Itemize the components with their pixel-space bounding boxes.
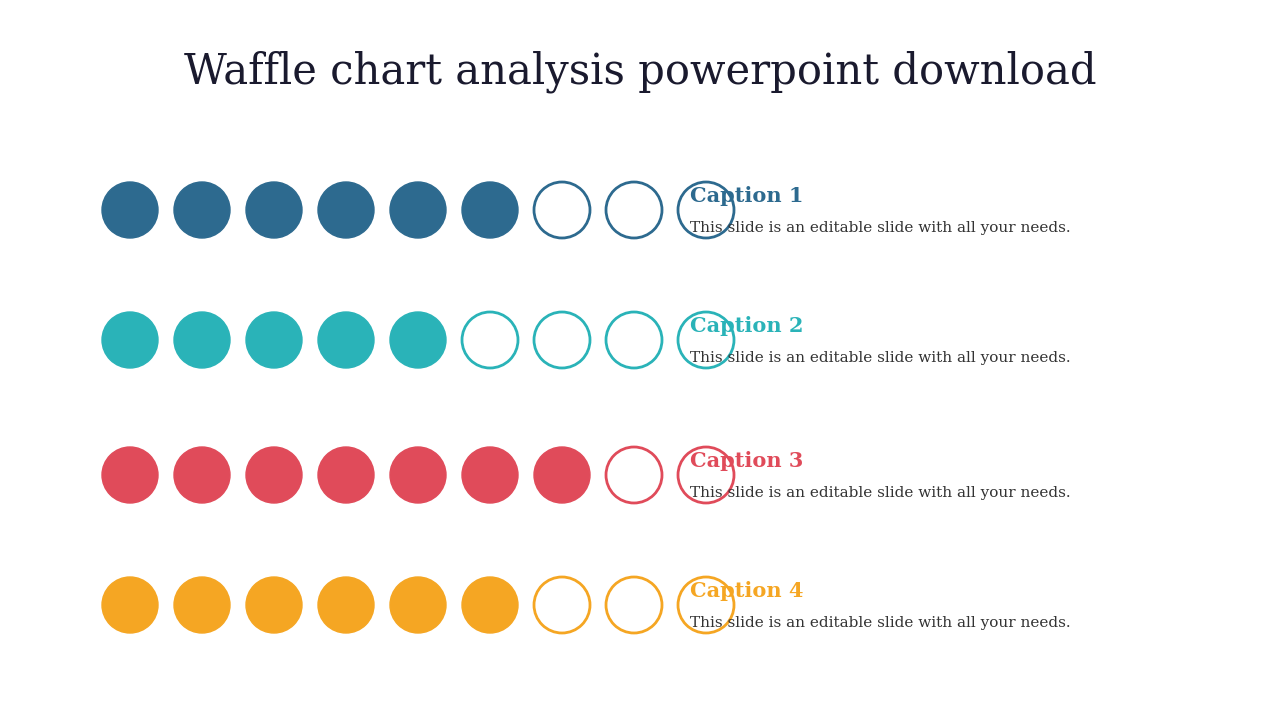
Circle shape	[174, 447, 230, 503]
Circle shape	[462, 447, 518, 503]
Circle shape	[317, 577, 374, 633]
Circle shape	[317, 182, 374, 238]
Text: This slide is an editable slide with all your needs.: This slide is an editable slide with all…	[690, 486, 1070, 500]
Circle shape	[246, 577, 302, 633]
Text: Caption 1: Caption 1	[690, 186, 804, 206]
Circle shape	[390, 182, 445, 238]
Text: Caption 2: Caption 2	[690, 316, 804, 336]
Circle shape	[246, 312, 302, 368]
Text: Caption 3: Caption 3	[690, 451, 804, 471]
Text: This slide is an editable slide with all your needs.: This slide is an editable slide with all…	[690, 221, 1070, 235]
Circle shape	[102, 312, 157, 368]
Circle shape	[390, 577, 445, 633]
Circle shape	[174, 577, 230, 633]
Circle shape	[534, 447, 590, 503]
Circle shape	[462, 182, 518, 238]
Circle shape	[390, 447, 445, 503]
Circle shape	[390, 312, 445, 368]
Circle shape	[462, 577, 518, 633]
Circle shape	[174, 312, 230, 368]
Circle shape	[102, 447, 157, 503]
Circle shape	[246, 447, 302, 503]
Circle shape	[246, 182, 302, 238]
Circle shape	[174, 182, 230, 238]
Circle shape	[102, 182, 157, 238]
Circle shape	[317, 447, 374, 503]
Circle shape	[317, 312, 374, 368]
Text: This slide is an editable slide with all your needs.: This slide is an editable slide with all…	[690, 616, 1070, 630]
Text: Caption 4: Caption 4	[690, 581, 804, 601]
Text: This slide is an editable slide with all your needs.: This slide is an editable slide with all…	[690, 351, 1070, 365]
Circle shape	[102, 577, 157, 633]
Text: Waffle chart analysis powerpoint download: Waffle chart analysis powerpoint downloa…	[184, 50, 1096, 93]
